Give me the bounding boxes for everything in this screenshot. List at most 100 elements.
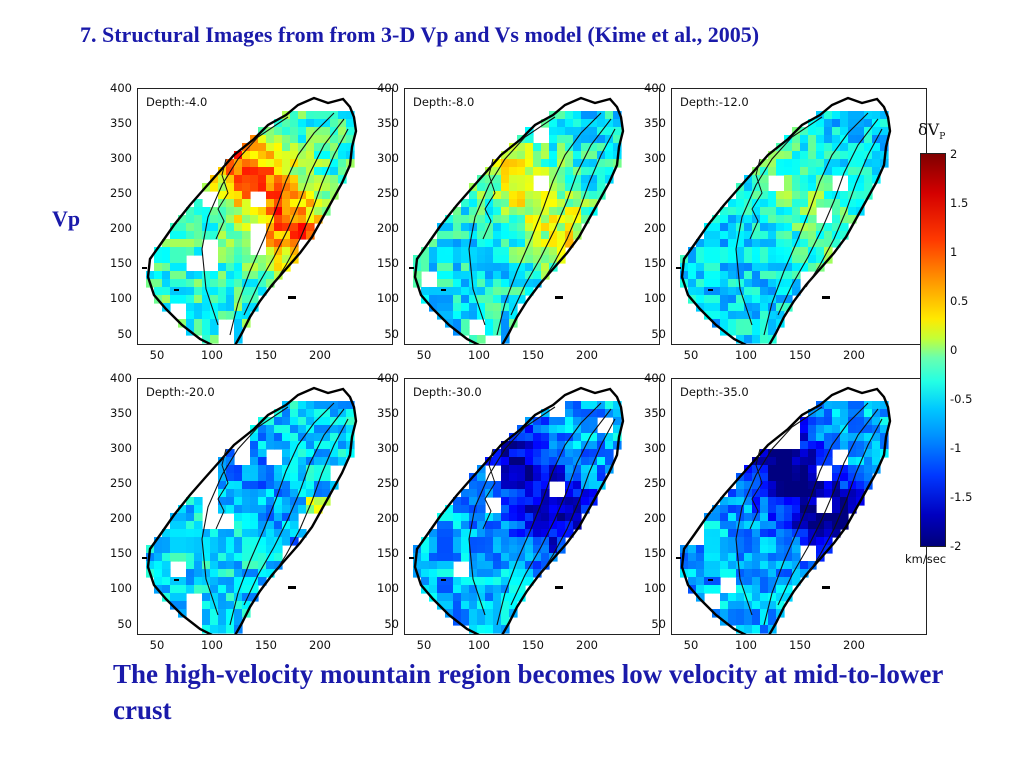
velocity-cell	[170, 263, 179, 272]
velocity-cell	[816, 433, 825, 442]
velocity-cell	[768, 287, 777, 296]
velocity-map	[676, 386, 892, 634]
velocity-cell	[573, 425, 582, 434]
velocity-cell	[194, 311, 203, 320]
velocity-cell	[266, 191, 275, 200]
geologic-boundary	[271, 128, 349, 288]
y-tick-label: 250	[110, 476, 132, 490]
velocity-cell	[493, 239, 502, 248]
velocity-cell	[752, 255, 761, 264]
velocity-cell	[306, 119, 315, 128]
velocity-cell	[720, 529, 729, 538]
velocity-cell	[824, 175, 833, 184]
velocity-cell	[501, 151, 510, 160]
velocity-cell	[322, 183, 331, 192]
velocity-cell	[784, 255, 793, 264]
velocity-cell	[202, 327, 211, 336]
velocity-cell	[517, 295, 526, 304]
velocity-cell	[728, 207, 737, 216]
velocity-cell	[509, 183, 518, 192]
velocity-cell	[848, 175, 857, 184]
velocity-cell	[792, 561, 801, 570]
velocity-cell	[784, 215, 793, 224]
velocity-cell	[720, 311, 729, 320]
velocity-cell	[250, 143, 259, 152]
velocity-cell	[258, 505, 267, 514]
velocity-cell	[485, 207, 494, 216]
velocity-cell	[872, 449, 881, 458]
velocity-cell	[517, 239, 526, 248]
velocity-cell	[477, 263, 486, 272]
velocity-cell	[226, 159, 235, 168]
velocity-cell	[234, 513, 243, 522]
velocity-cell	[210, 303, 219, 312]
velocity-cell	[194, 497, 203, 506]
small-island	[142, 557, 147, 559]
velocity-cell	[704, 553, 713, 562]
velocity-cell	[840, 159, 849, 168]
velocity-cell	[421, 263, 430, 272]
velocity-cell	[589, 441, 598, 450]
velocity-cell	[298, 473, 307, 482]
velocity-cell	[541, 417, 550, 426]
velocity-cell	[776, 537, 785, 546]
velocity-cell	[824, 417, 833, 426]
velocity-cell	[549, 449, 558, 458]
velocity-cell	[840, 441, 849, 450]
y-tick-label: 50	[651, 327, 666, 341]
velocity-cell	[242, 231, 251, 240]
velocity-cell	[338, 417, 347, 426]
velocity-cell	[290, 239, 299, 248]
velocity-cell	[306, 465, 315, 474]
velocity-cell	[605, 151, 614, 160]
velocity-cell	[776, 553, 785, 562]
geologic-boundary	[538, 128, 616, 288]
velocity-cell	[525, 143, 534, 152]
velocity-cell	[800, 223, 809, 232]
velocity-cell	[848, 215, 857, 224]
velocity-cell	[202, 569, 211, 578]
velocity-cell	[282, 135, 291, 144]
velocity-cell	[768, 449, 777, 458]
velocity-cell	[768, 553, 777, 562]
velocity-cell	[445, 545, 454, 554]
velocity-cell	[776, 545, 785, 554]
velocity-cell	[194, 513, 203, 522]
velocity-cell	[250, 279, 259, 288]
velocity-cell	[541, 231, 550, 240]
velocity-cell	[210, 183, 219, 192]
velocity-cell	[282, 255, 291, 264]
velocity-cell	[493, 255, 502, 264]
velocity-cell	[274, 545, 283, 554]
velocity-cell	[605, 167, 614, 176]
velocity-cell	[445, 521, 454, 530]
velocity-cell	[282, 433, 291, 442]
colorbar-title: δVP	[918, 120, 946, 143]
velocity-cell	[688, 263, 697, 272]
velocity-cell	[712, 311, 721, 320]
velocity-cell	[541, 441, 550, 450]
velocity-cell	[760, 255, 769, 264]
velocity-cell	[218, 247, 227, 256]
y-tick-label: 300	[110, 151, 132, 165]
velocity-cell	[234, 151, 243, 160]
velocity-cell	[808, 183, 817, 192]
velocity-cell	[848, 449, 857, 458]
velocity-cell	[178, 553, 187, 562]
velocity-cell	[800, 263, 809, 272]
velocity-cell	[314, 143, 323, 152]
velocity-cell	[517, 457, 526, 466]
velocity-cell	[186, 529, 195, 538]
x-tick-label: 150	[522, 348, 544, 362]
velocity-cell	[589, 449, 598, 458]
velocity-cell	[517, 473, 526, 482]
velocity-cell	[557, 183, 566, 192]
velocity-cell	[848, 481, 857, 490]
velocity-cell	[170, 545, 179, 554]
velocity-cell	[776, 311, 785, 320]
velocity-cell	[186, 585, 195, 594]
velocity-cell	[768, 255, 777, 264]
velocity-cell	[234, 553, 243, 562]
velocity-cell	[258, 441, 267, 450]
velocity-cell	[250, 537, 259, 546]
